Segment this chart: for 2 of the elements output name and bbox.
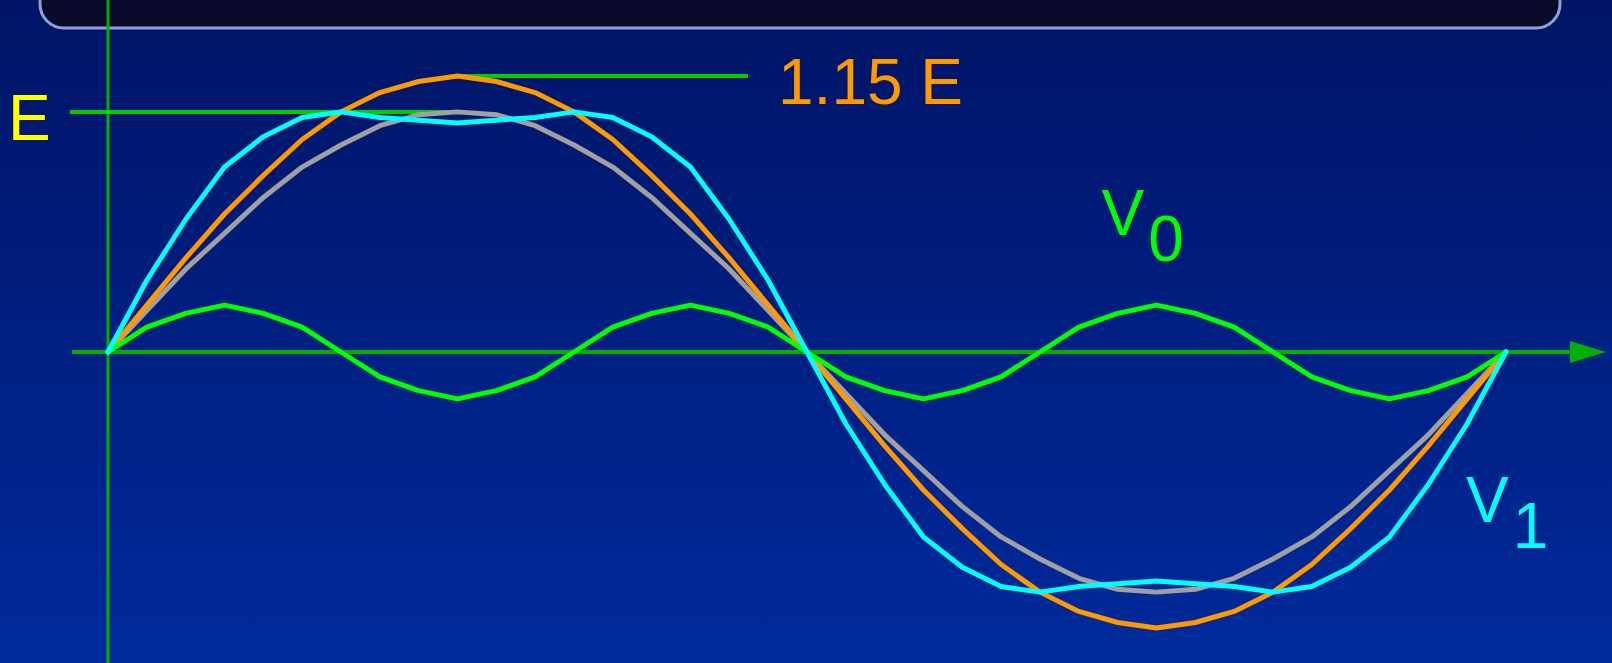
ref-line-label: E	[8, 81, 51, 154]
ref-line-label: 1.15 E	[778, 46, 964, 118]
